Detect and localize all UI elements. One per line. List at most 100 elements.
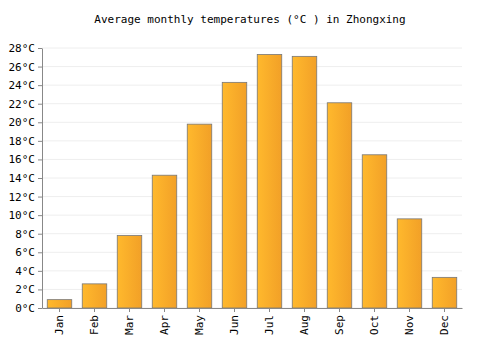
y-tick-mark: [38, 308, 42, 309]
bar: [47, 300, 72, 308]
grid-line: [42, 103, 462, 104]
bar: [82, 284, 107, 308]
x-tick-label: Feb: [88, 315, 101, 335]
x-tick-label: Dec: [438, 315, 451, 335]
x-tick: Aug: [298, 308, 311, 335]
plot: 0°C 2°C 4°C 6°C 8°C 10°C 12°C 14°C 16°C 18°C 20°C 2…: [9, 42, 463, 335]
grid-line: [42, 48, 462, 49]
grid-line: [42, 140, 462, 141]
y-tick-mark: [38, 252, 42, 253]
x-tick: Jun: [228, 308, 241, 335]
y-tick-mark: [38, 122, 42, 123]
y-tick: 16°C: [9, 153, 43, 166]
y-tick: 6°C: [15, 246, 42, 259]
y-axis: 0°C 2°C 4°C 6°C 8°C 10°C 12°C 14°C 16°C 18°C 20°C 2…: [9, 42, 43, 315]
y-tick-label: 4°C: [15, 265, 35, 278]
grid: [42, 48, 462, 308]
y-tick: 10°C: [9, 209, 43, 222]
y-tick-mark: [38, 48, 42, 49]
bar: [432, 277, 457, 308]
x-tick-mark: [339, 308, 340, 312]
y-tick-mark: [38, 234, 42, 235]
x-tick: Jan: [53, 308, 66, 335]
x-tick-label: Jun: [228, 315, 241, 335]
y-tick-mark: [38, 85, 42, 86]
x-tick: Dec: [438, 308, 451, 335]
x-axis: Jan Feb Mar Apr May Jun Jul Aug Sep Oct Nov Dec: [43, 308, 463, 335]
grid-line: [42, 122, 462, 123]
grid-line: [42, 66, 462, 67]
y-tick-label: 14°C: [9, 172, 36, 185]
bar: [292, 56, 317, 308]
x-tick-mark: [129, 308, 130, 312]
y-tick-label: 12°C: [9, 191, 36, 204]
y-tick-label: 10°C: [9, 209, 36, 222]
x-tick-label: Jul: [263, 315, 276, 335]
y-tick-mark: [38, 289, 42, 290]
x-tick-mark: [409, 308, 410, 312]
x-tick-label: Sep: [333, 315, 346, 335]
y-tick-label: 18°C: [9, 135, 36, 148]
y-tick-label: 28°C: [9, 42, 36, 55]
x-axis-line: [43, 308, 463, 309]
y-tick-mark: [38, 104, 42, 105]
x-tick-mark: [234, 308, 235, 312]
y-tick-label: 8°C: [15, 228, 35, 241]
x-tick-label: Mar: [123, 315, 136, 335]
chart-container: Average monthly temperatures (°C ) in Zh…: [0, 0, 500, 350]
y-axis-line: [42, 49, 43, 309]
x-tick-mark: [444, 308, 445, 312]
bar: [397, 219, 422, 308]
x-tick-mark: [374, 308, 375, 312]
y-tick-mark: [38, 67, 42, 68]
x-tick-label: Nov: [403, 315, 416, 335]
x-tick-label: Jan: [53, 315, 66, 335]
bar: [327, 103, 352, 308]
x-tick: May: [193, 308, 206, 335]
x-tick: Feb: [88, 308, 101, 335]
y-tick-mark: [38, 215, 42, 216]
y-tick-mark: [38, 197, 42, 198]
grid-line: [42, 215, 462, 216]
y-tick-mark: [38, 141, 42, 142]
x-tick-label: Aug: [298, 315, 311, 335]
x-tick-mark: [304, 308, 305, 312]
y-tick-mark: [38, 178, 42, 179]
y-tick: 18°C: [9, 135, 43, 148]
x-tick: Jul: [263, 308, 276, 335]
x-tick-mark: [164, 308, 165, 312]
y-tick-label: 6°C: [15, 246, 35, 259]
y-tick: 4°C: [15, 265, 42, 278]
x-tick-label: May: [193, 315, 206, 335]
x-tick-mark: [199, 308, 200, 312]
x-tick-mark: [94, 308, 95, 312]
grid-line: [42, 85, 462, 86]
bar: [117, 236, 142, 308]
y-tick-label: 26°C: [9, 61, 36, 74]
bar: [222, 82, 247, 308]
y-tick: 24°C: [9, 79, 43, 92]
y-tick-label: 16°C: [9, 153, 36, 166]
x-tick: Nov: [403, 308, 416, 335]
title: Average monthly temperatures (°C ) in Zh…: [94, 13, 405, 26]
y-tick-label: 20°C: [9, 116, 36, 129]
x-tick: Apr: [158, 308, 171, 335]
y-tick: 8°C: [15, 228, 42, 241]
y-tick-mark: [38, 271, 42, 272]
x-tick: Mar: [123, 308, 136, 335]
y-tick: 20°C: [9, 116, 43, 129]
bar: [187, 124, 212, 308]
y-tick: 0°C: [15, 302, 42, 315]
x-tick-label: Oct: [368, 315, 381, 335]
y-tick-mark: [38, 159, 42, 160]
y-tick-label: 0°C: [15, 302, 35, 315]
y-tick: 12°C: [9, 191, 43, 204]
y-tick-label: 24°C: [9, 79, 36, 92]
bar: [362, 155, 387, 308]
y-tick: 26°C: [9, 61, 43, 74]
y-tick: 2°C: [15, 283, 42, 296]
x-tick: Sep: [333, 308, 346, 335]
y-tick: 22°C: [9, 98, 43, 111]
bar: [257, 55, 282, 309]
grid-line: [42, 196, 462, 197]
